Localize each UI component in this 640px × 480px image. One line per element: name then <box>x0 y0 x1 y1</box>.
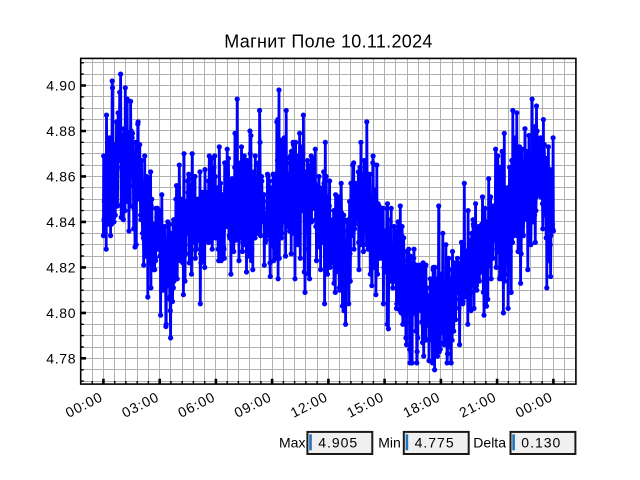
svg-text:4.86: 4.86 <box>46 168 76 184</box>
svg-text:Min: Min <box>378 435 401 451</box>
svg-text:4.78: 4.78 <box>46 350 76 366</box>
svg-text:4.905: 4.905 <box>318 435 358 451</box>
svg-text:Магнит Поле 10.11.2024: Магнит Поле 10.11.2024 <box>224 32 432 52</box>
svg-text:4.84: 4.84 <box>46 214 76 230</box>
svg-text:4.80: 4.80 <box>46 305 76 321</box>
svg-text:4.88: 4.88 <box>46 123 76 139</box>
svg-text:4.775: 4.775 <box>415 435 455 451</box>
svg-text:Max: Max <box>279 435 305 451</box>
svg-text:4.90: 4.90 <box>46 78 76 94</box>
svg-text:Delta: Delta <box>473 435 506 451</box>
svg-text:0.130: 0.130 <box>521 435 561 451</box>
svg-text:4.82: 4.82 <box>46 259 76 275</box>
